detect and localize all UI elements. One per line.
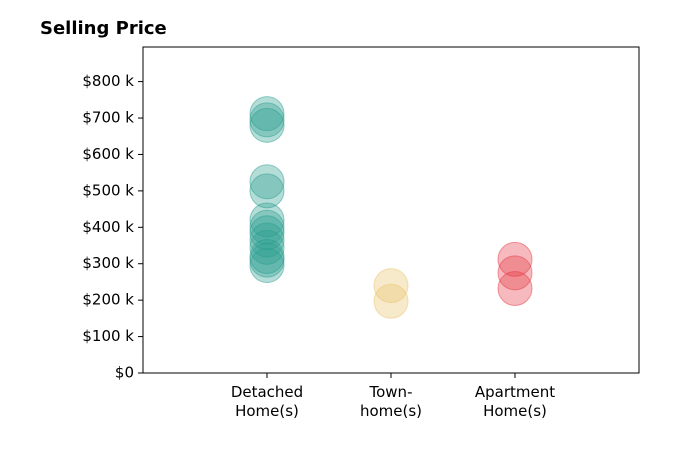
y-tick-label: $800 k [82,72,134,90]
y-tick-label: $700 k [82,109,134,127]
x-tick-label: Detached Home(s) [230,383,304,420]
point [249,107,285,143]
point [249,164,285,200]
point [249,222,285,258]
y-tick-label: $200 k [82,291,134,309]
y-tick-label: $500 k [82,181,134,199]
point [249,242,285,278]
chart-title: Selling Price [40,18,167,39]
y-tick-label: $600 k [82,145,134,163]
point [249,229,285,265]
point [249,209,285,245]
y-tick-label: $400 k [82,218,134,236]
point [497,270,533,306]
y-tick-label: $100 k [82,327,134,345]
y-tick-label: $0 [115,364,134,382]
point [249,202,285,238]
point [373,268,409,304]
x-tick-label: Apartment Home(s) [474,383,556,420]
point [497,255,533,291]
point [249,102,285,138]
point [373,283,409,319]
point [497,241,533,277]
point [249,173,285,209]
x-tick-label: Town- home(s) [359,383,423,420]
y-tick-label: $300 k [82,254,134,272]
plot-frame [142,46,640,374]
point [249,248,285,284]
